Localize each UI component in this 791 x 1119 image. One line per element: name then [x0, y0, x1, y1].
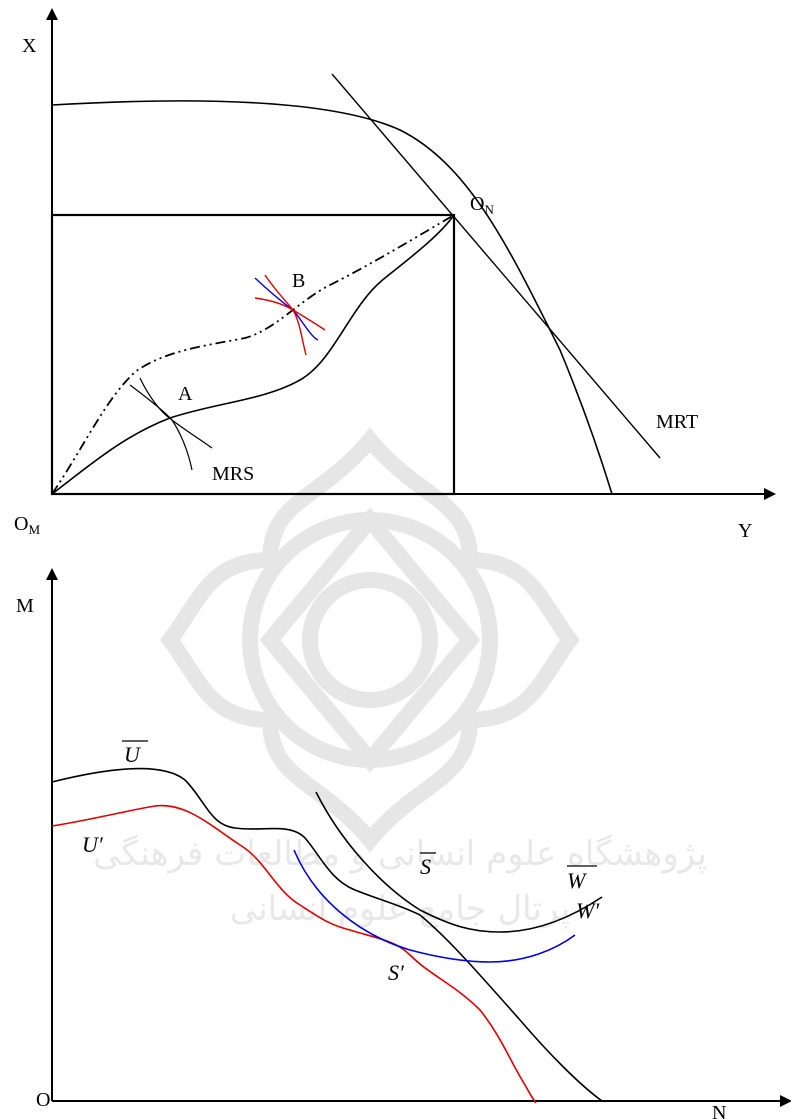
top-x-axis-label: Y [738, 520, 752, 542]
watermark-rosette [160, 427, 580, 853]
w-bar-welfare-curve [315, 791, 603, 933]
top-y-axis-label: X [22, 35, 37, 57]
origin-m-label: OM [14, 513, 40, 537]
u-bar-frontier-curve [51, 767, 603, 1102]
top-diagram: X Y OM ON A B MRS MRT [14, 8, 776, 542]
u-prime-label: U′ [82, 832, 104, 857]
watermark-line-1: پژوهشگاه علوم انسانی و مطالعات فرهنگی [93, 834, 707, 874]
bottom-x-axis-label: N [712, 1102, 726, 1119]
u-prime-frontier-curve [51, 804, 537, 1104]
mrt-label: MRT [656, 411, 698, 433]
corner-n-label: ON [470, 193, 494, 217]
w-prime-welfare-curve [293, 849, 576, 963]
blue-indifference-curve-b [254, 277, 319, 341]
dash-dot-contract-curve [51, 214, 455, 495]
solid-contract-curve [51, 214, 455, 495]
bottom-y-axis-label: M [16, 595, 34, 617]
production-frontier-curve [51, 100, 613, 495]
bottom-diagram: M N O U U′ S S′ W W′ [16, 568, 791, 1119]
u-bar-label: U [124, 742, 142, 767]
bottom-origin-label: O [36, 1089, 50, 1111]
indifference-curve-a2 [139, 377, 213, 449]
point-a-label: A [178, 383, 193, 405]
mrs-label: MRS [212, 463, 254, 485]
mrt-tangent-line [331, 73, 661, 459]
red-indifference-curve-b2 [254, 297, 326, 331]
w-bar-label: W [567, 868, 587, 893]
w-prime-label: W′ [576, 898, 600, 923]
edgeworth-box [50, 213, 456, 496]
s-prime-label: S′ [388, 960, 405, 985]
s-bar-label: S [420, 854, 431, 879]
point-b-label: B [292, 270, 305, 292]
